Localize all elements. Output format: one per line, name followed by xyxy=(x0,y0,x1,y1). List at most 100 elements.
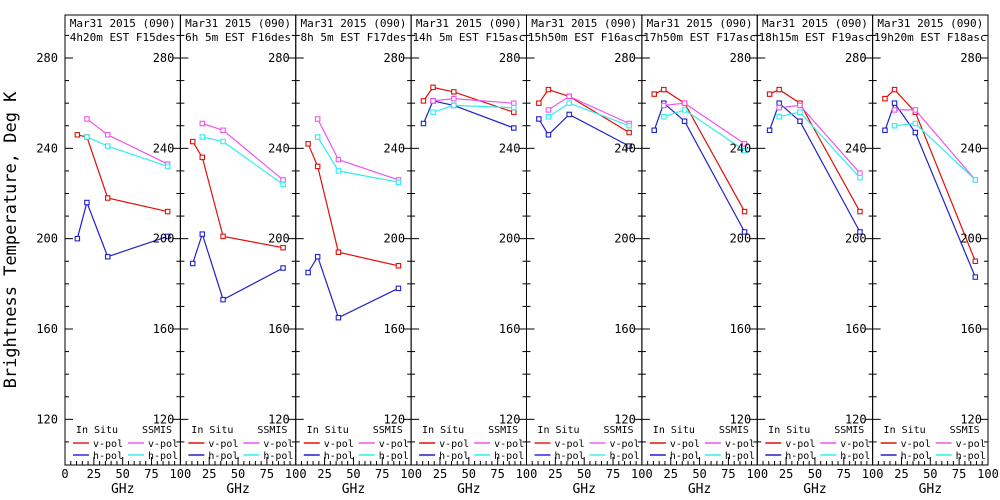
y-tick-label-outer: 160 xyxy=(36,322,58,336)
series-marker-ssmis_h xyxy=(84,134,90,140)
legend-group-title: SSMIS xyxy=(373,425,403,436)
series-marker-in_situ_v xyxy=(545,86,552,93)
series-marker-in_situ_h xyxy=(891,100,898,106)
series-marker-in_situ_h xyxy=(651,127,657,134)
series-marker-in_situ_h xyxy=(912,129,919,136)
x-tick-label: 50 xyxy=(462,467,476,481)
legend-label: h-pol xyxy=(555,451,585,462)
x-tick-label: 25 xyxy=(663,467,677,481)
legend-group-title: SSMIS xyxy=(834,425,864,436)
series-marker-in_situ_v xyxy=(189,138,196,145)
series-line-in_situ_h xyxy=(307,255,399,319)
panel-title-pass: 19h20m EST F18asc xyxy=(874,31,987,44)
series-line-in_situ_h xyxy=(422,100,515,129)
legend-label: v-pol xyxy=(93,439,123,450)
series-marker-ssmis_h xyxy=(199,134,206,140)
legend-label: v-pol xyxy=(901,439,931,450)
x-tick-label: 75 xyxy=(721,467,735,481)
y-tick-label: 120 xyxy=(383,412,405,426)
legend-label: v-pol xyxy=(725,439,755,450)
legend-label: v-pol xyxy=(840,439,870,450)
panel-title-pass: 17h50m EST F17asc xyxy=(643,31,756,44)
legend-label: h-pol xyxy=(901,451,931,462)
y-tick-label-outer: 240 xyxy=(36,141,58,155)
series-marker-ssmis_h xyxy=(891,122,898,129)
panel-title-date: Mar31 2015 (090) xyxy=(647,17,753,30)
series-marker-in_situ_h xyxy=(882,127,888,134)
series-line-in_situ_v xyxy=(653,88,746,212)
series-marker-in_situ_v xyxy=(651,91,657,97)
y-tick-label: 200 xyxy=(383,232,405,246)
x-tick-label: 50 xyxy=(808,467,822,481)
y-tick-label: 120 xyxy=(268,412,290,426)
series-marker-ssmis_v xyxy=(912,107,919,113)
series-marker-ssmis_h xyxy=(511,104,517,111)
x-tick-label: 100 xyxy=(285,467,307,481)
series-marker-ssmis_h xyxy=(797,109,803,115)
x-tick-label: 75 xyxy=(490,467,504,481)
y-tick-label: 120 xyxy=(960,412,982,426)
y-tick-label: 240 xyxy=(383,141,405,155)
series-marker-in_situ_h xyxy=(305,269,311,276)
legend-label: h-pol xyxy=(263,451,293,462)
panel-title-pass: 15h50m EST F16asc xyxy=(528,31,641,44)
panel-title-pass: 14h 5m EST F15asc xyxy=(413,31,526,44)
series-marker-ssmis_h xyxy=(335,168,342,174)
series-marker-ssmis_v xyxy=(797,102,803,109)
series-line-ssmis_h xyxy=(432,104,514,113)
legend-label: v-pol xyxy=(670,439,700,450)
y-tick-label-outer: 280 xyxy=(36,51,58,65)
legend-group-title: In Situ xyxy=(537,425,579,436)
y-tick-label: 280 xyxy=(845,51,867,65)
legend-label: h-pol xyxy=(840,451,870,462)
series-marker-in_situ_v xyxy=(511,109,517,115)
y-tick-label: 200 xyxy=(730,232,752,246)
series-marker-ssmis_v xyxy=(566,93,572,100)
legend-label: h-pol xyxy=(379,451,409,462)
y-tick-label: 120 xyxy=(153,412,175,426)
x-tick-label: 75 xyxy=(952,467,966,481)
x-axis-title: GHz xyxy=(803,482,826,497)
legend-label: h-pol xyxy=(148,451,178,462)
x-tick-label: 100 xyxy=(516,467,538,481)
y-tick-label: 240 xyxy=(268,141,290,155)
panel-title-date: Mar31 2015 (090) xyxy=(70,17,176,30)
series-marker-in_situ_h xyxy=(545,132,552,138)
legend-label: h-pol xyxy=(725,451,755,462)
series-marker-ssmis_h xyxy=(857,174,863,181)
legend-group-title: SSMIS xyxy=(488,425,518,436)
legend-group-title: SSMIS xyxy=(719,425,749,436)
series-marker-ssmis_h xyxy=(741,147,748,154)
legend-group-title: In Situ xyxy=(307,425,349,436)
series-marker-ssmis_v xyxy=(681,100,688,106)
legend-label: h-pol xyxy=(439,451,469,462)
series-marker-in_situ_v xyxy=(766,91,773,97)
y-tick-label: 200 xyxy=(268,232,290,246)
x-axis-title: GHz xyxy=(688,482,711,497)
series-marker-in_situ_h xyxy=(776,100,782,106)
y-tick-label: 280 xyxy=(499,51,521,65)
x-tick-label: 75 xyxy=(837,467,851,481)
y-tick-label: 160 xyxy=(845,322,867,336)
series-line-in_situ_v xyxy=(307,143,399,267)
x-tick-label: 100 xyxy=(862,467,884,481)
series-line-in_situ_h xyxy=(884,101,976,278)
y-tick-label: 120 xyxy=(730,412,752,426)
series-marker-ssmis_h xyxy=(395,179,402,185)
series-marker-in_situ_v xyxy=(314,163,321,170)
series-marker-in_situ_v xyxy=(395,263,402,269)
series-marker-ssmis_v xyxy=(891,107,898,113)
series-marker-ssmis_v xyxy=(220,127,226,134)
series-marker-ssmis_v xyxy=(776,104,782,111)
x-tick-label: 25 xyxy=(87,467,101,481)
panel-title-date: Mar31 2015 (090) xyxy=(416,17,522,30)
series-marker-ssmis_h xyxy=(430,109,436,115)
series-marker-ssmis_v xyxy=(314,116,321,122)
series-marker-in_situ_h xyxy=(395,285,402,292)
series-marker-in_situ_v xyxy=(220,233,226,240)
series-marker-ssmis_h xyxy=(626,122,632,129)
x-tick-label: 100 xyxy=(170,467,192,481)
x-axis-title: GHz xyxy=(919,482,942,497)
y-tick-label: 200 xyxy=(499,232,521,246)
x-tick-label: 75 xyxy=(260,467,274,481)
